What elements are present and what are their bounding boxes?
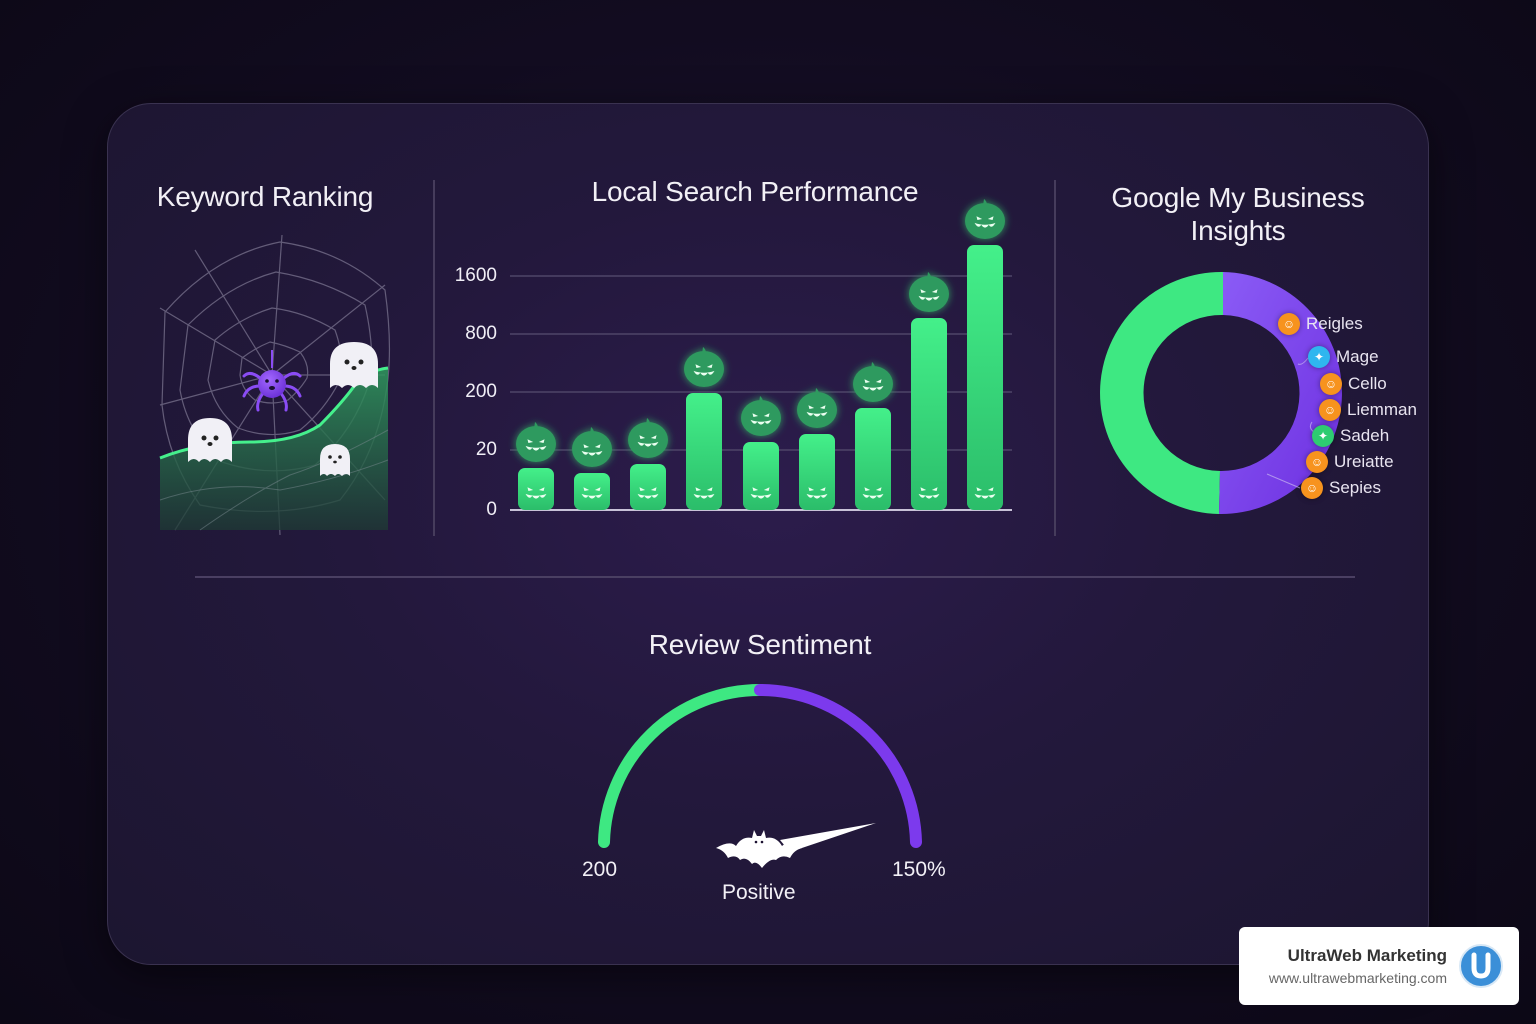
gauge-needle xyxy=(780,823,876,852)
legend-item: ☺ Cello xyxy=(1320,373,1387,395)
gauge-purple-arc xyxy=(754,684,922,848)
brand-logo-icon xyxy=(1459,944,1503,988)
divider xyxy=(433,180,435,536)
smiley-icon: ☺ xyxy=(1301,477,1323,499)
ghost-icon xyxy=(330,342,378,388)
local-search-title: Local Search Performance xyxy=(591,176,919,207)
gmb-title: Google My Business Insights xyxy=(1090,181,1386,247)
badge-icon: ✦ xyxy=(1312,425,1334,447)
badge-icon: ✦ xyxy=(1308,346,1330,368)
smiley-icon: ☺ xyxy=(1320,373,1342,395)
y-tick-label: 0 xyxy=(486,499,497,520)
legend-label: Liemman xyxy=(1347,400,1417,419)
legend-item: ☺ Liemman xyxy=(1319,399,1417,421)
legend-label: Mage xyxy=(1336,347,1379,366)
y-tick-label: 200 xyxy=(465,381,497,402)
y-tick-label: 800 xyxy=(465,323,497,344)
y-tick-label: 1600 xyxy=(454,265,497,286)
donut-green-slice xyxy=(1100,271,1223,514)
smiley-icon: ☺ xyxy=(1319,399,1341,421)
ghost-icon xyxy=(320,444,350,476)
legend-item: ☺ Ureiatte xyxy=(1306,451,1394,473)
legend-label: Reigles xyxy=(1306,314,1363,333)
legend-item: ☺ Sepies xyxy=(1301,477,1381,499)
bat-icon xyxy=(716,830,802,868)
gmb-title-line2: Insights xyxy=(1190,215,1286,246)
review-sentiment-title: Review Sentiment xyxy=(648,629,872,660)
ghost-icon xyxy=(188,418,232,462)
divider xyxy=(195,576,1355,578)
review-sentiment-gauge xyxy=(598,684,922,868)
dashboard-panel xyxy=(107,103,1429,965)
gauge-max-label: 150% xyxy=(892,858,946,881)
smiley-icon: ☺ xyxy=(1278,313,1300,335)
legend-item: ✦ Sadeh xyxy=(1312,425,1389,447)
divider xyxy=(1054,180,1056,536)
brand-badge[interactable]: UltraWeb Marketing www.ultrawebmarketing… xyxy=(1239,927,1519,1005)
keyword-ranking-chart xyxy=(159,234,391,536)
legend-label: Sepies xyxy=(1329,478,1381,497)
smiley-icon: ☺ xyxy=(1306,451,1328,473)
gauge-value-label: Positive xyxy=(722,881,796,904)
gauge-green-arc xyxy=(598,684,766,848)
gauge-min-label: 200 xyxy=(582,858,618,881)
legend-item: ✦ Mage xyxy=(1308,346,1379,368)
brand-url[interactable]: www.ultrawebmarketing.com xyxy=(1268,970,1447,986)
legend-item: ☺ Reigles xyxy=(1278,313,1363,335)
keyword-ranking-title: Keyword Ranking xyxy=(156,181,374,212)
y-tick-label: 20 xyxy=(475,439,497,460)
spider-icon xyxy=(242,350,302,412)
legend-label: Sadeh xyxy=(1340,426,1390,445)
gmb-title-line1: Google My Business xyxy=(1111,182,1365,213)
legend-label: Ureiatte xyxy=(1334,452,1394,471)
ranking-area xyxy=(160,368,388,530)
brand-name: UltraWeb Marketing xyxy=(1287,946,1447,965)
legend-label: Cello xyxy=(1348,374,1387,393)
